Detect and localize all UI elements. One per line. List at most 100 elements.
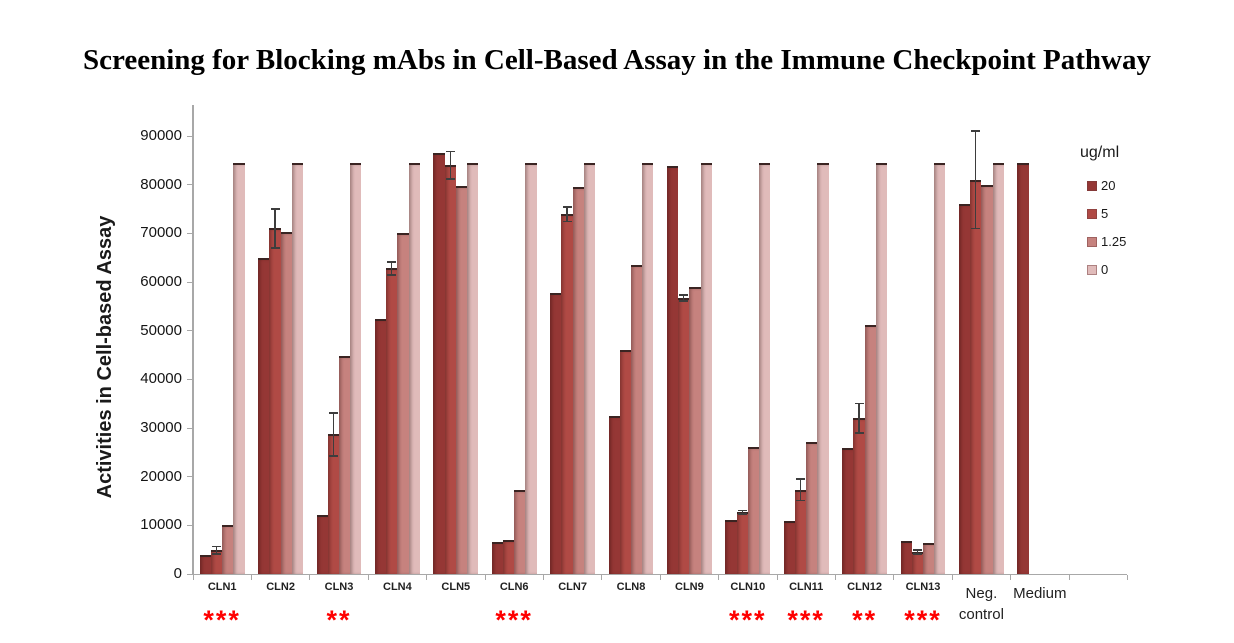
x-category-label-line: Medium (1013, 585, 1067, 602)
error-bar-line-CLN7 (566, 207, 568, 222)
error-bar-cap-top-CLN4 (387, 261, 397, 263)
error-bar-cap-bottom-CLN5 (445, 178, 455, 180)
x-category-label: CLN1 (207, 581, 237, 593)
y-axis-title: Activities in Cell-based Assay (94, 215, 116, 499)
bar-20-CLN8 (608, 416, 620, 574)
bar-20-Neg. control (959, 204, 971, 574)
error-bar-cap-top-CLN7 (562, 206, 572, 208)
legend-label-1.25: 1.25 (1101, 234, 1127, 249)
legend-label-0: 0 (1101, 262, 1109, 277)
error-bar-cap-bottom-CLN9 (679, 300, 689, 302)
bar-1.25-CLN1 (222, 525, 234, 574)
x-category-label: CLN12 (847, 581, 883, 593)
error-bar-line-CLN12 (858, 403, 860, 433)
x-category-label: CLN9 (675, 581, 704, 593)
bar-5-CLN10 (736, 512, 748, 574)
legend-title: ug/ml (1080, 144, 1120, 161)
bar-0-CLN4 (408, 162, 420, 574)
bar-1.25-CLN8 (631, 264, 643, 574)
error-bar-line-CLN10 (741, 510, 743, 515)
y-tick (187, 330, 193, 332)
x-tick (601, 575, 603, 580)
error-bar-cap-bottom-CLN12 (854, 432, 864, 434)
x-category-label: Medium (995, 583, 1085, 604)
bar-1.25-CLN3 (339, 355, 351, 574)
x-tick (776, 575, 778, 580)
bar-5-CLN11 (795, 489, 807, 574)
bar-0-Neg. control (992, 162, 1004, 574)
legend-label-20: 20 (1101, 178, 1116, 193)
x-category-label: CLN7 (558, 581, 587, 593)
error-bar-line-Neg. control (975, 131, 977, 229)
error-bar-cap-top-CLN11 (796, 478, 806, 480)
y-tick (187, 232, 193, 235)
error-bar-line-CLN3 (332, 412, 335, 456)
y-tick (187, 281, 193, 283)
legend-swatch-1.25 (1087, 237, 1097, 247)
legend-swatch-5 (1087, 209, 1097, 219)
y-tick-label: 20000 (140, 467, 182, 485)
x-tick (834, 575, 837, 580)
error-bar-cap-bottom-CLN7 (562, 220, 572, 223)
error-bar-cap-bottom-CLN13 (912, 553, 922, 555)
bar-1.25-CLN5 (455, 185, 467, 574)
bar-20-Medium (1017, 162, 1029, 574)
error-bar-cap-bottom-CLN11 (796, 499, 806, 502)
error-bar-cap-top-CLN12 (854, 402, 864, 405)
error-bar-line-CLN11 (799, 479, 802, 501)
legend-label-5: 5 (1101, 206, 1109, 221)
bar-0-CLN7 (583, 162, 595, 574)
y-tick (187, 427, 193, 429)
bar-20-CLN5 (433, 153, 445, 574)
error-bar-line-CLN13 (916, 550, 919, 555)
x-category-label: CLN11 (789, 581, 824, 593)
y-tick-label: 80000 (140, 175, 182, 193)
bar-5-CLN13 (911, 552, 923, 574)
error-bar-line-CLN4 (391, 262, 393, 275)
x-tick (951, 575, 953, 580)
x-tick (192, 575, 194, 580)
x-tick (250, 575, 253, 580)
x-tick (542, 575, 545, 580)
legend-swatch-0 (1087, 265, 1097, 275)
error-bar-line-CLN1 (215, 546, 218, 555)
bar-1.25-CLN13 (923, 542, 935, 574)
bar-1.25-CLN2 (280, 231, 292, 574)
x-category-label: CLN13 (905, 581, 941, 593)
x-category-label: CLN6 (499, 581, 529, 593)
x-category-label: CLN8 (616, 581, 646, 593)
y-tick (187, 378, 193, 381)
chart-title: Screening for Blocking mAbs in Cell-Base… (82, 44, 1151, 76)
bar-0-CLN6 (525, 162, 537, 574)
x-tick (367, 575, 369, 580)
bar-1.25-CLN12 (864, 325, 876, 574)
bar-20-CLN3 (316, 515, 328, 574)
y-tick (187, 184, 193, 186)
y-tick-label: 70000 (140, 224, 182, 242)
x-category-label: CLN2 (266, 581, 295, 593)
x-category-label-line: Neg. (965, 585, 998, 602)
legend-swatch-20 (1087, 181, 1097, 191)
bar-5-CLN7 (561, 214, 573, 574)
bar-0-CLN13 (934, 162, 946, 574)
bar-0-CLN3 (350, 162, 362, 574)
bar-0-CLN5 (467, 162, 479, 574)
error-bar-cap-bottom-CLN2 (270, 247, 280, 249)
bar-1.25-CLN9 (689, 286, 701, 574)
error-bar-cap-top-CLN9 (679, 294, 689, 296)
x-tick (309, 575, 311, 580)
y-tick-label: 30000 (140, 419, 182, 436)
bar-5-Neg. control (970, 179, 982, 574)
bar-0-CLN10 (759, 162, 771, 574)
error-bar-cap-top-CLN5 (445, 150, 455, 153)
y-tick-label: 40000 (140, 370, 182, 388)
bar-20-CLN12 (842, 447, 854, 574)
x-category-label: CLN4 (383, 581, 412, 593)
x-tick (1010, 575, 1012, 580)
bar-5-CLN8 (619, 350, 631, 574)
error-bar-cap-top-CLN10 (737, 509, 747, 512)
significance-stars-CLN10: *** (729, 605, 767, 635)
y-tick-label: 60000 (140, 273, 182, 290)
significance-stars-CLN13: *** (904, 605, 942, 635)
